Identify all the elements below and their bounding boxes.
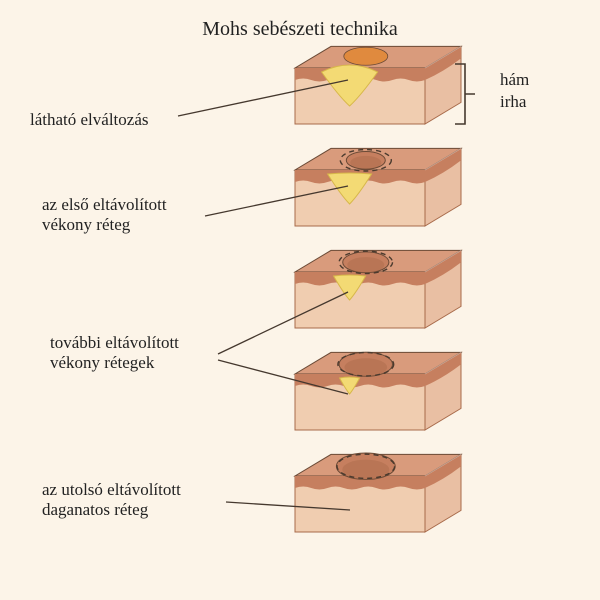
label-l1: látható elváltozás (30, 110, 148, 130)
label-ham: hám (500, 70, 529, 90)
label-l4: az utolsó eltávolított daganatos réteg (42, 480, 181, 521)
label-l2: az első eltávolított vékony réteg (42, 195, 167, 236)
diagram-title: Mohs sebészeti technika (0, 18, 600, 41)
diagram-root: Mohs sebészeti technika látható elváltoz… (0, 0, 600, 600)
label-l3: további eltávolított vékony rétegek (50, 333, 179, 374)
label-irha: irha (500, 92, 526, 112)
